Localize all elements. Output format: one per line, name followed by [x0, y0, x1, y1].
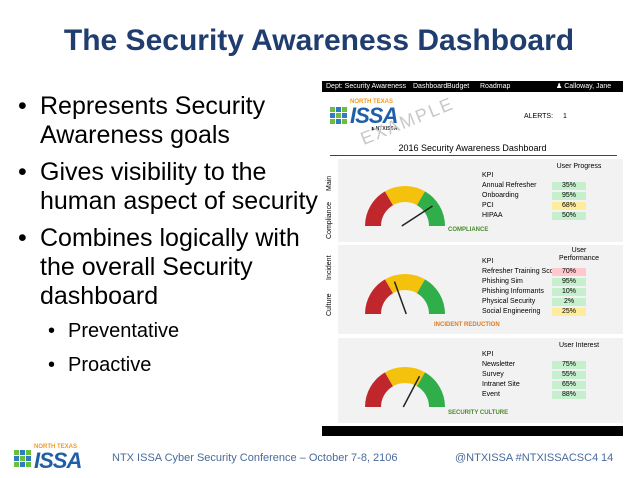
- gauge-red-segment: [365, 372, 393, 407]
- value-header: User Interest: [558, 342, 600, 349]
- footer-conference: NTX ISSA Cyber Security Conference – Oct…: [112, 452, 398, 464]
- kpi-value: 25%: [552, 307, 586, 317]
- incident-gauge: [365, 274, 445, 315]
- logo-grid-icon: [14, 449, 31, 467]
- kpi-value: 65%: [552, 380, 586, 390]
- culture-panel: User Interest KPI Newsletter 75% Survey 55…: [338, 338, 623, 423]
- incident-reduction-label: INCIDENT REDUCTION: [434, 322, 500, 328]
- kpi-value: 35%: [552, 181, 586, 191]
- kpi-row: Onboarding 95%: [482, 191, 586, 201]
- culture-gauge: [365, 367, 445, 408]
- kpi-row: Phishing Informants 10%: [482, 287, 586, 297]
- bullet-item: • Represents Security Awareness goals: [18, 92, 266, 149]
- kpi-table: KPI Annual Refresher 35% Onboarding 95% PC…: [482, 171, 586, 221]
- kpi-row: Survey 55%: [482, 370, 586, 380]
- incident-panel: User Performance KPI Refresher Training …: [338, 245, 623, 334]
- gauge-needle: [393, 281, 407, 315]
- nav-dashboard-link[interactable]: Dashboard: [413, 83, 448, 90]
- sub-bullet-item: • Proactive: [48, 354, 152, 376]
- bullet-dot-icon: •: [48, 354, 56, 376]
- logo-grid-icon: [330, 107, 347, 124]
- gauge-needle: [401, 205, 433, 227]
- gauge-red-segment: [365, 191, 393, 226]
- gauge-green-segment: [417, 372, 445, 407]
- kpi-row: Social Engineering 25%: [482, 307, 586, 317]
- bullet-dot-icon: •: [18, 92, 27, 120]
- gauge-needle: [402, 375, 421, 408]
- kpi-value: 55%: [552, 370, 586, 380]
- kpi-row: Physical Security 2%: [482, 297, 586, 307]
- security-culture-label: SECURITY CULTURE: [448, 410, 509, 416]
- footer-social: @NTXISSA #NTXISSACSC4: [455, 452, 599, 464]
- kpi-row: Newsletter 75%: [482, 360, 586, 370]
- bullet-item: • Gives visibility to the human aspect of…: [18, 158, 318, 215]
- kpi-value: 88%: [552, 390, 586, 400]
- kpi-value: 95%: [552, 191, 586, 201]
- bullet-dot-icon: •: [18, 158, 27, 186]
- dashboard-screenshot: Dept: Security Awareness Dashboard Budge…: [322, 81, 623, 436]
- bullet-list: • Represents Security Awareness goals • Gi…: [18, 92, 318, 387]
- kpi-value: 2%: [552, 297, 586, 307]
- kpi-row: Event 88%: [482, 390, 586, 400]
- kpi-header: KPI: [482, 350, 494, 358]
- bullet-dot-icon: •: [48, 320, 56, 342]
- bullet-item: • Combines logically with the overall Sec…: [18, 224, 300, 310]
- gauge-yellow-segment: [385, 186, 425, 206]
- footer-logo: NORTH TEXAS ISSA: [14, 444, 82, 472]
- sub-bullet-item: • Preventative: [48, 320, 180, 342]
- kpi-value: 75%: [552, 360, 586, 370]
- kpi-value: 70%: [552, 267, 586, 277]
- kpi-row: PCI 68%: [482, 201, 586, 211]
- dept-label: Dept: Security Awareness: [326, 83, 407, 90]
- title-divider: [330, 155, 617, 156]
- gauge-green-segment: [417, 191, 445, 226]
- side-label-incident[interactable]: Incident: [326, 255, 333, 280]
- compliance-panel: User Progress KPI Annual Refresher 35% On…: [338, 159, 623, 242]
- kpi-table: KPI Refresher Training Scores 70% Phishin…: [482, 257, 586, 317]
- dashboard-bottombar: [322, 426, 623, 436]
- kpi-row: Phishing Sim 95%: [482, 277, 586, 287]
- kpi-header: KPI: [482, 257, 494, 265]
- kpi-value: 68%: [552, 201, 586, 211]
- gauge-red-segment: [365, 279, 393, 314]
- value-header: User Performance: [558, 247, 600, 262]
- side-label-compliance[interactable]: Compliance: [326, 202, 333, 239]
- kpi-value: 95%: [552, 277, 586, 287]
- kpi-table: KPI Newsletter 75% Survey 55% Intranet Sit…: [482, 350, 586, 400]
- gauge-yellow-segment: [385, 367, 425, 387]
- compliance-gauge: [365, 186, 445, 227]
- kpi-header: KPI: [482, 171, 494, 179]
- compliance-label: COMPLIANCE: [448, 227, 489, 233]
- issa-logo: NORTH TEXAS ISSA ▶NTXISSA: [330, 99, 398, 132]
- kpi-row: Intranet Site 65%: [482, 380, 586, 390]
- dashboard-topbar: Dept: Security Awareness Dashboard Budge…: [322, 81, 623, 92]
- page-number: 14: [601, 452, 614, 464]
- nav-budget-link[interactable]: Budget: [447, 83, 470, 90]
- slide-title: The Security Awareness Dashboard: [63, 24, 575, 57]
- value-header: User Progress: [556, 163, 602, 170]
- dashboard-title: 2016 Security Awareness Dashboard: [398, 143, 547, 153]
- bullet-dot-icon: •: [18, 224, 27, 252]
- gauge-yellow-segment: [385, 274, 425, 294]
- side-label-culture[interactable]: Culture: [326, 293, 333, 316]
- gauge-green-segment: [417, 279, 445, 314]
- kpi-value: 10%: [552, 287, 586, 297]
- kpi-row: Refresher Training Scores 70%: [482, 267, 586, 277]
- kpi-row: Annual Refresher 35%: [482, 181, 586, 191]
- user-menu[interactable]: ♟ Calloway, Jane: [556, 83, 612, 90]
- alerts-count[interactable]: 1: [563, 113, 567, 120]
- kpi-value: 50%: [552, 211, 586, 221]
- kpi-row: HIPAA 50%: [482, 211, 586, 221]
- nav-roadmap-link[interactable]: Roadmap: [480, 83, 511, 90]
- side-label-main[interactable]: Main: [326, 175, 333, 191]
- alerts-label: ALERTS:: [524, 113, 554, 120]
